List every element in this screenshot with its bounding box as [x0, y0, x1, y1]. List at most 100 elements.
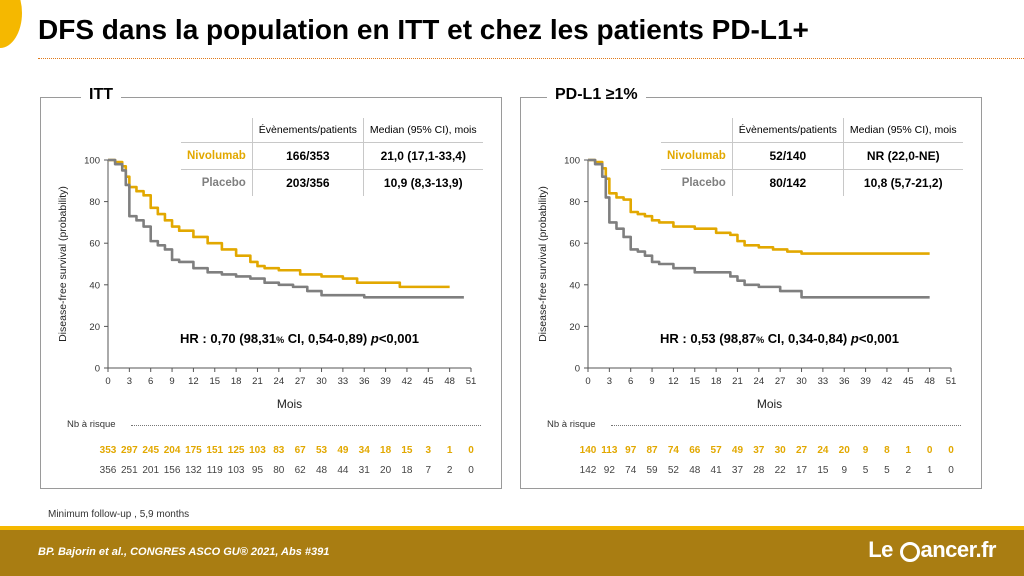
y-tick-label: 40 — [89, 280, 100, 291]
risk-value: 87 — [646, 445, 658, 456]
median-cell: NR (22,0-NE) — [842, 142, 963, 170]
events-cell: 203/356 — [251, 169, 364, 196]
risk-value: 24 — [817, 445, 829, 456]
logo-suffix: ancer.fr — [920, 537, 997, 562]
km-curve-nivolumab — [588, 158, 930, 255]
risk-value: 113 — [601, 445, 618, 456]
median-cell: 21,0 (17,1-33,4) — [362, 142, 483, 170]
brand-logo[interactable]: Le ancer.fr — [868, 537, 996, 563]
risk-value: 142 — [580, 465, 597, 476]
risk-value: 156 — [164, 465, 181, 476]
x-tick-label: 39 — [860, 376, 871, 387]
risk-value: 8 — [884, 445, 890, 456]
risk-value: 9 — [863, 445, 869, 456]
hr-part: HR : 0,53 (98,87 — [660, 331, 756, 346]
panel-pdl1: PD-L1 ≥1% 0 20 40 60 80 100 0 3 6 9 12 15 18 21 24 27 30… — [520, 86, 982, 489]
risk-value: 31 — [359, 465, 371, 476]
risk-value: 92 — [604, 465, 616, 476]
x-tick-label: 12 — [188, 376, 199, 387]
risk-value: 132 — [185, 465, 202, 476]
risk-value: 103 — [249, 445, 266, 456]
risk-value: 30 — [775, 445, 787, 456]
median-cell: 10,8 (5,7-21,2) — [842, 169, 963, 196]
x-tick-label: 9 — [169, 376, 174, 387]
km-curve-nivolumab — [108, 158, 450, 289]
risk-value: 48 — [316, 465, 328, 476]
events-cell: 52/140 — [731, 142, 844, 170]
risk-value: 52 — [668, 465, 680, 476]
x-tick-label: 39 — [380, 376, 391, 387]
table-header: Median (95% CI), mois — [842, 118, 963, 143]
y-axis-title: Disease-free survival (probability) — [57, 186, 69, 342]
risk-divider — [131, 425, 481, 426]
risk-value: 17 — [796, 465, 808, 476]
x-tick-label: 12 — [668, 376, 679, 387]
risk-value: 2 — [906, 465, 912, 476]
x-tick-label: 6 — [628, 376, 633, 387]
hr-part: CI, 0,34-0,84) — [764, 331, 851, 346]
table-header — [661, 118, 733, 143]
risk-value: 15 — [817, 465, 829, 476]
footnote: Minimum follow-up , 5,9 months — [48, 509, 190, 520]
x-tick-label: 48 — [444, 376, 455, 387]
risk-value: 27 — [796, 445, 808, 456]
risk-value: 74 — [625, 465, 637, 476]
y-tick-label: 60 — [89, 239, 100, 250]
x-axis-title: Mois — [277, 397, 302, 411]
footer-stripe — [0, 526, 1024, 530]
risk-value: 1 — [906, 445, 912, 456]
y-tick-label: 80 — [89, 197, 100, 208]
table-row: Placebo 203/356 10,9 (8,3-13,9) — [181, 169, 483, 196]
risk-value: 22 — [775, 465, 787, 476]
y-tick-label: 20 — [569, 322, 580, 333]
risk-value: 97 — [625, 445, 637, 456]
arm-label: Placebo — [681, 177, 726, 189]
risk-value: 0 — [948, 445, 954, 456]
x-tick-label: 15 — [209, 376, 220, 387]
risk-value: 62 — [295, 465, 307, 476]
risk-value: 204 — [164, 445, 181, 456]
risk-value: 7 — [426, 465, 432, 476]
x-tick-label: 9 — [649, 376, 654, 387]
risk-value: 20 — [380, 465, 392, 476]
risk-value: 37 — [753, 445, 765, 456]
x-tick-label: 0 — [585, 376, 590, 387]
risk-value: 57 — [711, 445, 723, 456]
y-tick-label: 80 — [569, 197, 580, 208]
x-tick-label: 15 — [689, 376, 700, 387]
table-row: Nivolumab 52/140 NR (22,0-NE) — [661, 142, 963, 170]
risk-value: 83 — [273, 445, 285, 456]
reference-text: BP. Bajorin et al., CONGRES ASCO GU® 202… — [38, 546, 330, 558]
table-header — [181, 118, 253, 143]
x-tick-label: 33 — [818, 376, 829, 387]
x-tick-label: 18 — [231, 376, 242, 387]
risk-value: 356 — [100, 465, 117, 476]
x-tick-label: 24 — [754, 376, 765, 387]
x-tick-label: 27 — [775, 376, 786, 387]
hr-part: <0,001 — [859, 331, 899, 346]
x-tick-label: 0 — [105, 376, 110, 387]
panel-title: PD-L1 ≥1% — [547, 86, 646, 104]
x-tick-label: 3 — [127, 376, 132, 387]
logo-c-icon — [899, 542, 920, 562]
stats-table: Évènements/patients Median (95% CI), moi… — [661, 118, 963, 196]
x-tick-label: 45 — [423, 376, 434, 387]
risk-value: 74 — [668, 445, 680, 456]
risk-value: 41 — [711, 465, 723, 476]
x-tick-label: 21 — [732, 376, 743, 387]
x-tick-label: 51 — [946, 376, 957, 387]
risk-value: 151 — [206, 445, 223, 456]
risk-value: 15 — [401, 445, 413, 456]
table-header: Évènements/patients — [731, 118, 844, 143]
x-tick-label: 24 — [274, 376, 285, 387]
risk-value: 18 — [401, 465, 413, 476]
hazard-ratio-text: HR : 0,53 (98,87% CI, 0,34-0,84) p<0,001 — [660, 331, 899, 346]
x-axis-title: Mois — [757, 397, 782, 411]
y-axis-title: Disease-free survival (probability) — [537, 186, 549, 342]
corner-accent — [0, 0, 22, 48]
hazard-ratio-text: HR : 0,70 (98,31% CI, 0,54-0,89) p<0,001 — [180, 331, 419, 346]
x-tick-label: 36 — [839, 376, 850, 387]
logo-prefix: Le — [868, 537, 899, 562]
